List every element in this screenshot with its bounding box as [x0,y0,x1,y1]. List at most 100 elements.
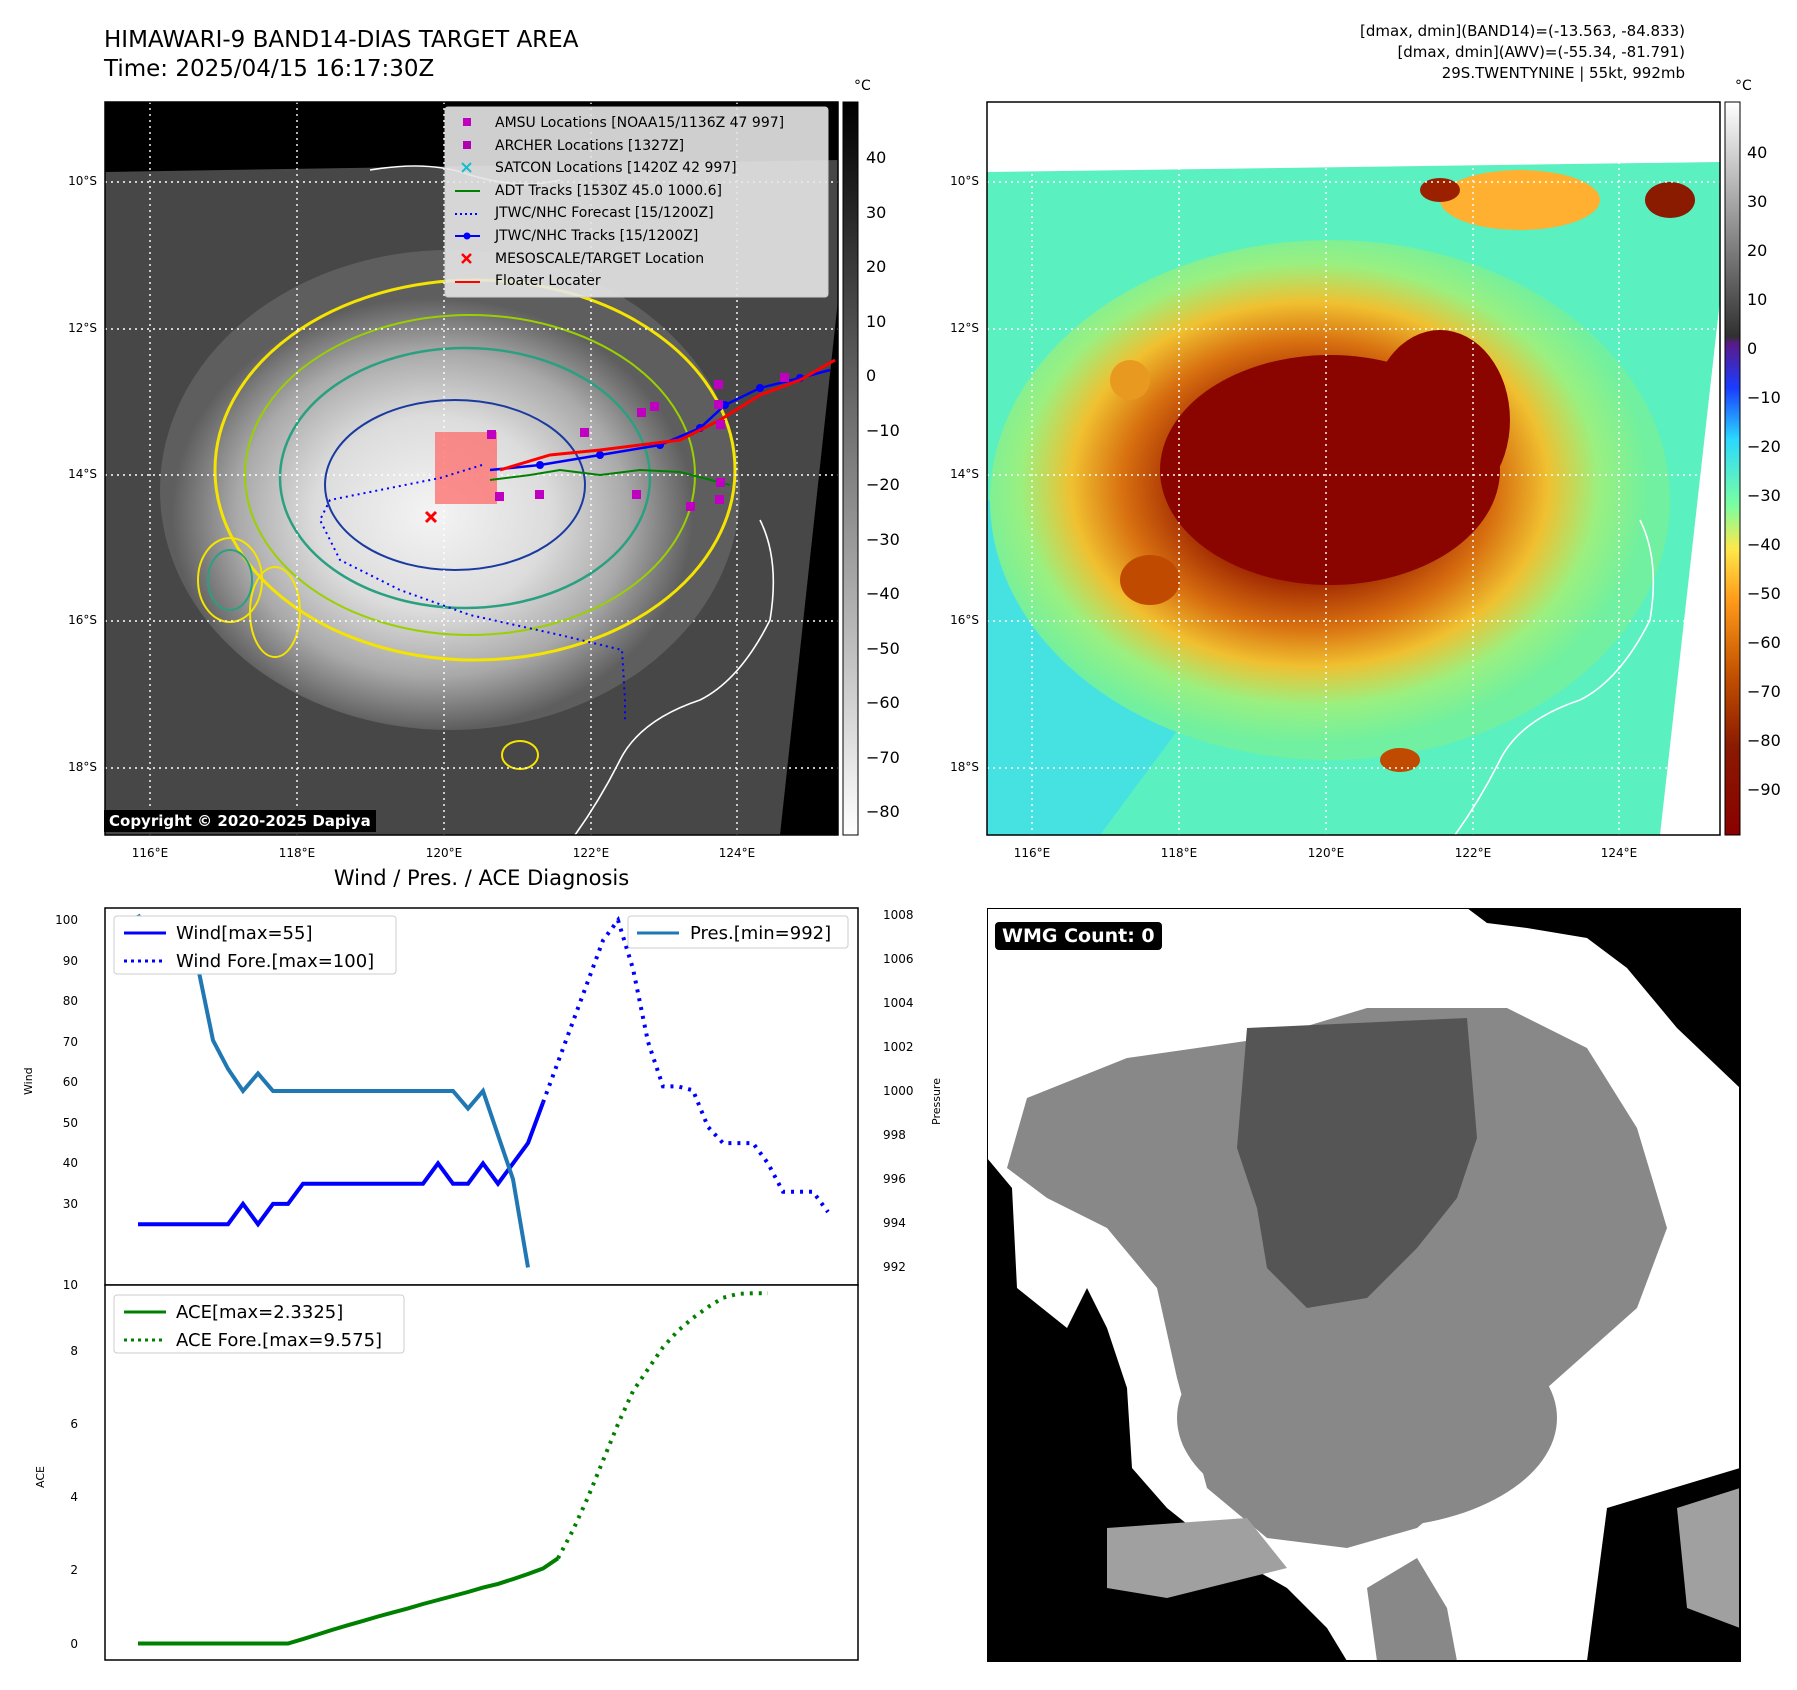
map1-lat-tick: 10°S [68,174,97,188]
gray-colorbar-tick: 30 [866,202,887,222]
color-colorbar-tick: −10 [1747,388,1781,407]
diag-chart [104,907,859,1661]
wind-tick-label: 60 [62,1075,78,1090]
info-band14-range: [dmax, dmin](BAND14)=(-13.563, -84.833) [1360,22,1685,40]
color-map-gridlines [987,102,1720,835]
ace-tick-label: 2 [70,1563,78,1578]
map1-lon-tick: 120°E [425,846,463,860]
map2-lon-tick: 118°E [1160,846,1198,860]
color-colorbar [1724,101,1741,836]
ace-tick-label: 0 [70,1636,78,1651]
color-colorbar-unit: °C [1735,78,1752,94]
gray-colorbar-tick: 20 [866,257,887,276]
ir-map-legend [444,106,829,298]
ace-series-line [138,1556,560,1646]
gray-colorbar-tick: 10 [866,311,887,331]
legend-wind: Wind[max=55] [176,923,313,944]
amsu-markers [487,373,789,511]
wmg-black-top-right [1467,908,1740,1088]
gray-colorbar [842,101,859,836]
wind-tick-label: 100 [55,913,78,928]
pressure-tick-label: 1000 [883,1083,914,1098]
color-colorbar-tick: −60 [1747,633,1781,652]
wind-tick-label: 40 [62,1156,78,1171]
ace-legend [113,1294,405,1354]
gray-colorbar-tick: −10 [866,420,900,440]
legend-satcon: SATCON Locations [1420Z 42 997] [495,160,737,177]
pres-legend [627,915,849,949]
wmg-count-badge: WMG Count: 0 [995,922,1162,950]
color-colorbar-tick: −80 [1747,731,1781,750]
map2-lat-tick: 10°S [950,174,979,188]
legend-adt: ADT Tracks [1530Z 45.0 1000.6] [495,182,722,199]
pressure-tick-label: 1004 [883,995,914,1010]
legend-ace-fore: ACE Fore.[max=9.575] [176,1330,383,1351]
legend-archer: ARCHER Locations [1327Z] [495,137,685,154]
wind-tick-label: 80 [62,994,78,1009]
contour-teal [278,346,652,610]
adt-track [489,468,731,486]
pressure-tick-label: 992 [883,1260,906,1275]
pressure-tick-label: 996 [883,1172,906,1187]
info-awv-range: [dmax, dmin](AWV)=(-55.34, -81.791) [1397,43,1685,61]
map1-lon-tick: 118°E [278,846,316,860]
target-box [435,432,497,504]
gray-colorbar-tick: 40 [866,148,887,167]
contour-blue [324,399,586,571]
wind-tick-label: 70 [62,1034,78,1049]
color-colorbar-tick: 40 [1747,143,1768,162]
chart-title: HIMAWARI-9 BAND14-DIAS TARGET AREA [104,27,579,53]
legend-jtwc-forecast: JTWC/NHC Forecast [15/1200Z] [495,205,714,222]
color-colorbar-tick: −90 [1747,780,1781,799]
ace-axis-label: ACE [34,1466,47,1488]
gray-colorbar-tick: −30 [866,529,900,549]
gray-colorbar-unit: °C [854,78,871,94]
wind-axis-label: Wind [22,1067,35,1095]
gray-colorbar-tick: −70 [866,747,900,767]
color-colorbar-tick: −20 [1747,437,1781,456]
legend-amsu: AMSU Locations [NOAA15/1136Z 47 997] [495,115,785,131]
gray-colorbar-tick: −80 [866,802,900,821]
gray-colorbar-tick: −20 [866,475,900,494]
ace-forecast-series-line [556,1291,768,1560]
map1-lat-tick: 14°S [68,467,97,481]
color-colorbar-tick: 0 [1747,339,1758,358]
legend-pres: Pres.[min=992] [690,923,832,944]
map1-lon-tick: 124°E [718,846,756,860]
pressure-tick-label: 1002 [883,1039,914,1054]
ir-map-panel [104,101,1741,836]
map2-lon-tick: 116°E [1013,846,1051,860]
gray-colorbar-tick: −50 [866,638,900,658]
color-colorbar-tick: 10 [1747,290,1768,309]
wind-tick-label: 90 [62,953,78,968]
ace-tick-label: 4 [70,1490,78,1505]
gray-colorbar-tick: −40 [866,584,900,603]
coastline-australia [574,519,775,836]
color-colorbar-tick: −30 [1747,486,1781,505]
map1-lat-tick: 16°S [68,613,97,627]
wind-series-line [138,1101,545,1228]
map2-lat-tick: 16°S [950,613,979,627]
wind-tick-label: 50 [62,1115,78,1130]
wmg-panel [987,908,1741,1662]
color-colorbar-tick: 30 [1747,192,1768,211]
legend-target-location: MESOSCALE/TARGET Location [495,250,705,267]
map2-lat-tick: 12°S [950,321,979,335]
legend-floater: Floater Locater [495,273,601,290]
wind-legend [113,915,397,975]
ace-tick-label: 8 [70,1343,78,1358]
color-colorbar-tick: −50 [1747,584,1781,603]
legend-jtwc-tracks: JTWC/NHC Tracks [15/1200Z] [495,227,699,244]
map2-lat-tick: 18°S [950,760,979,774]
color-colorbar-tick: −70 [1747,682,1781,701]
target-location-marker [424,510,438,524]
jtwc-forecast-track [318,464,626,720]
wind-tick-label: 30 [62,1196,78,1211]
chart-time: Time: 2025/04/15 16:17:30Z [104,56,435,82]
pressure-series-line [136,913,530,1268]
pressure-tick-label: 1006 [883,951,914,966]
map2-lon-tick: 120°E [1307,846,1345,860]
wind-tick-label: 10 [62,1278,78,1292]
ace-tick-label: 6 [70,1417,78,1432]
wmg-dark-core [1237,1018,1477,1308]
